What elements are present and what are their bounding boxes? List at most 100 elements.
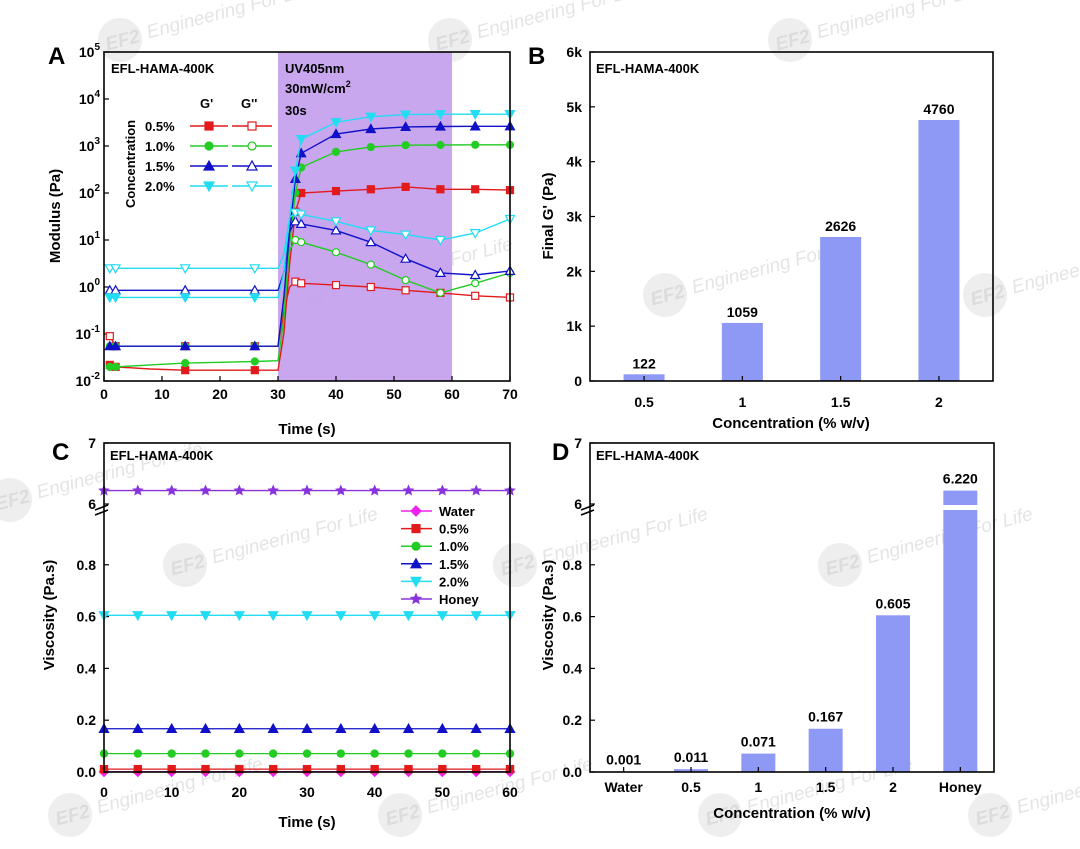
x-tick-label: 60: [444, 386, 460, 402]
data-point: [436, 185, 445, 194]
data-point: [436, 722, 448, 733]
uv-label-line-3: 30s: [285, 103, 307, 118]
panel-b-axes: 0.5 1 1.5 2 0 1k 2k 3k 4k 5k 6k: [566, 44, 943, 410]
watermark-logo: [163, 543, 207, 587]
data-point: [330, 128, 342, 139]
axis-break-mark: [580, 504, 595, 511]
panel-b-ylabel: Final G' (Pa): [540, 173, 557, 260]
x-tick-label: 10: [154, 386, 170, 402]
data-point: [436, 288, 445, 297]
panel-d-title: EFL-HAMA-400K: [596, 448, 700, 463]
y-tick-label: 0.8: [77, 557, 97, 573]
watermark-text: Engineering For Life: [474, 0, 645, 43]
x-tick-label: 30: [270, 386, 286, 402]
data-point: [400, 252, 412, 263]
legend-marker: [204, 121, 214, 131]
data-point: [295, 210, 307, 221]
x-tick-label: 30: [299, 784, 315, 800]
y-tick-label: 0.0: [77, 764, 97, 780]
data-point: [471, 185, 480, 194]
y-tick-label: 100: [79, 277, 101, 295]
data-point: [335, 484, 347, 496]
legend-marker: [411, 523, 421, 534]
bar-break-gap: [941, 505, 980, 510]
panel-b-title: EFL-HAMA-400K: [596, 61, 700, 76]
y-tick-label: 1k: [566, 318, 582, 334]
x-tick-label: 0.5: [681, 779, 701, 795]
data-point: [249, 264, 261, 275]
panel-d-xlabel: Concentration (% w/v): [713, 805, 871, 822]
data-point: [469, 229, 481, 239]
data-point: [400, 230, 412, 241]
data-point: [297, 238, 306, 247]
y-tick-label: 0.2: [563, 712, 583, 728]
data-point: [289, 173, 301, 183]
y-tick-label: 6: [574, 496, 582, 512]
data-point: [132, 722, 144, 733]
y-tick-label: 104: [79, 89, 101, 107]
data-point: [436, 484, 449, 496]
data-point: [165, 484, 178, 496]
legend-marker: [411, 541, 421, 551]
data-point: [400, 110, 412, 121]
data-point: [295, 135, 307, 145]
watermark-logo: [818, 543, 862, 587]
y-tick-label: 0.6: [77, 609, 97, 625]
bar-value-label: 0.071: [741, 734, 776, 750]
y-tick-label: 0.2: [77, 712, 97, 728]
data-point: [402, 484, 415, 496]
data-point: [267, 484, 279, 496]
y-tick-label: 10-2: [76, 371, 101, 389]
data-point: [365, 112, 377, 123]
data-point: [301, 611, 313, 622]
data-point: [166, 611, 178, 622]
data-point: [366, 185, 375, 194]
data-point: [366, 260, 375, 269]
data-point: [335, 611, 347, 622]
bar-value-label: 0.011: [674, 749, 708, 765]
data-point: [268, 749, 278, 758]
legend-marker: [410, 505, 422, 517]
panel-d-bars: 0.001 0.011 0.071 0.167 0.605 6.220: [606, 471, 980, 772]
y-tick-label: 0.8: [563, 557, 583, 573]
y-tick-label: 103: [79, 136, 101, 154]
data-point: [469, 120, 481, 131]
x-tick-label: 60: [502, 784, 518, 800]
x-tick-label: Honey: [939, 779, 982, 795]
series-line: [109, 144, 510, 368]
panel-c-axes: 0 10 20 30 40 50 60 0.0 0.2 0.4 0.6 0.8 6 7: [77, 435, 518, 800]
data-point: [166, 722, 178, 733]
axis-break-gap: [96, 506, 110, 512]
y-tick-label: 3k: [566, 209, 582, 225]
data-point: [366, 282, 375, 292]
legend-marker: [247, 121, 257, 131]
panel-a: A 0 10 20 30 40 50 60 70 10-2 10-1 100 101 102 103 104…: [47, 42, 518, 438]
panel-b-xlabel: Concentration (% w/v): [712, 415, 870, 432]
x-tick-label: Water: [604, 779, 643, 795]
data-point: [295, 218, 307, 229]
data-point: [235, 749, 244, 758]
y-tick-label: 101: [79, 230, 101, 248]
data-point: [179, 340, 191, 351]
data-point: [302, 749, 312, 758]
y-tick-label: 0: [574, 373, 582, 389]
data-point: [250, 357, 259, 366]
data-point: [110, 340, 122, 351]
data-point: [289, 215, 301, 226]
data-point: [470, 611, 482, 622]
data-point: [331, 147, 341, 156]
data-point: [369, 611, 381, 622]
legend-label: 2.0%: [439, 574, 469, 589]
data-point: [167, 749, 176, 758]
watermark-text: Engineering For Life: [1014, 754, 1080, 819]
data-point: [199, 611, 212, 622]
x-tick-label: 20: [212, 386, 228, 402]
data-point: [289, 166, 301, 177]
y-tick-label: 4k: [566, 154, 582, 170]
watermark-logo: [98, 18, 142, 62]
axis-break-mark: [94, 509, 109, 516]
data-point: [249, 340, 261, 351]
